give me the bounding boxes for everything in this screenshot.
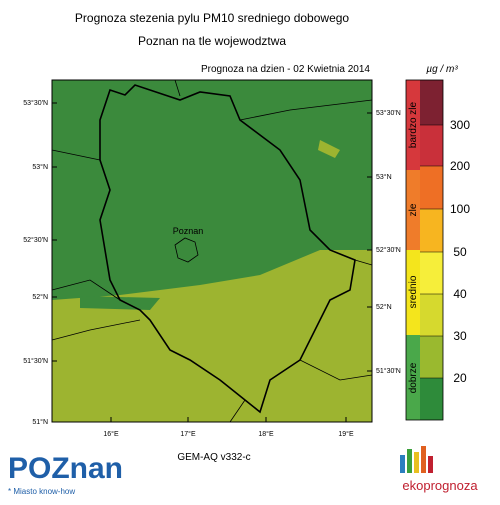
level-label: 100 (450, 202, 470, 216)
category-bar (406, 335, 420, 420)
lat-label: 51°N (32, 418, 48, 426)
level-label: 30 (453, 329, 467, 343)
model-label: GEM-AQ v332-c (177, 452, 250, 463)
lat-label: 52°30'N (23, 236, 48, 244)
level-label: 40 (453, 287, 467, 301)
lon-label: 18°E (258, 430, 274, 438)
logo-bar (400, 455, 405, 473)
category-bar (406, 80, 420, 170)
left-tagline: * Miasto know-how (8, 487, 75, 496)
left-logo: POZnan (8, 452, 123, 485)
scale-bar (420, 252, 443, 294)
unit: µg / m³ (426, 64, 458, 75)
map-patch (80, 296, 160, 310)
category-label: zle (408, 203, 419, 216)
map-south (52, 250, 372, 422)
city-label: Poznan (173, 226, 204, 236)
level-label: 200 (450, 159, 470, 173)
lat-label: 52°N (32, 293, 48, 301)
category-bar (406, 250, 420, 335)
lat-label: 53°N (376, 173, 392, 181)
lon-label: 17°E (180, 430, 196, 438)
neighbour-border (51, 79, 373, 423)
logo-bar (428, 456, 433, 473)
scale-bar (420, 294, 443, 336)
lon-label: 16°E (103, 430, 119, 438)
category-bar (406, 170, 420, 250)
logo-bar (414, 452, 419, 473)
subtitle: Poznan na tle wojewodztwa (138, 34, 286, 48)
map-frame (51, 79, 373, 423)
map: Poznan (51, 79, 373, 423)
lat-label: 53°N (32, 163, 48, 171)
lat-label: 53°30'N (23, 99, 48, 107)
lat-label: 51°30'N (23, 357, 48, 365)
legend-frame (405, 79, 444, 421)
logo-bar (421, 446, 426, 473)
category-label: srednio (408, 275, 419, 308)
scale-bar (420, 125, 443, 166)
level-label: 300 (450, 118, 470, 132)
lat-label: 52°N (376, 303, 392, 311)
logo-bar (407, 449, 412, 473)
category-label: dobrze (408, 362, 419, 393)
scale-bar (420, 209, 443, 252)
level-label: 50 (453, 245, 467, 259)
lat-label: 52°30'N (376, 246, 401, 254)
level-label: 20 (453, 371, 467, 385)
scale-bar (420, 80, 443, 125)
lat-label: 51°30'N (376, 367, 401, 375)
scale-bar (420, 166, 443, 209)
forecast-date: Prognoza na dzien - 02 Kwietnia 2014 (201, 64, 370, 75)
map-patch (318, 140, 340, 158)
scale-bar (420, 336, 443, 378)
city-border (174, 237, 199, 263)
category-label: bardzo zle (408, 101, 419, 148)
footer: POZnan * Miasto know-how GEM-AQ v332-c e… (8, 446, 478, 496)
lon-label: 19°E (338, 430, 354, 438)
title: Prognoza stezenia pylu PM10 sredniego do… (75, 11, 350, 25)
legend (405, 79, 444, 421)
lat-label: 53°30'N (376, 109, 401, 117)
scale-bar (420, 378, 443, 420)
right-logo: ekoprognoza (402, 478, 478, 493)
